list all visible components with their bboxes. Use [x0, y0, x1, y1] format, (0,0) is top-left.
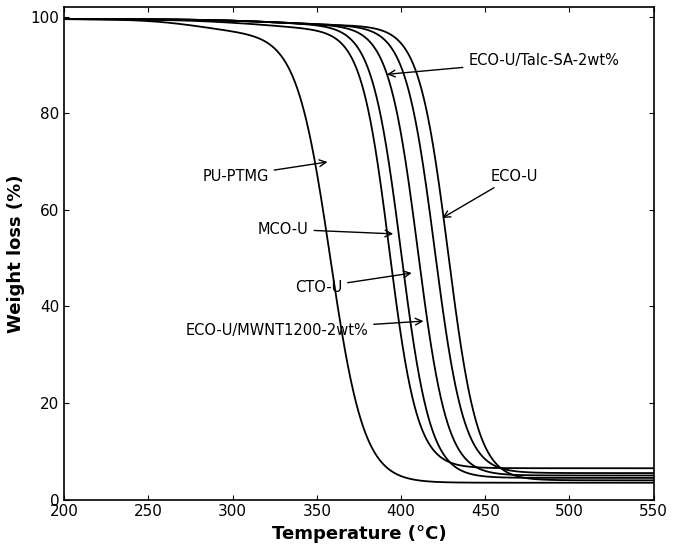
Text: ECO-U/Talc-SA-2wt%: ECO-U/Talc-SA-2wt%	[389, 53, 619, 77]
Text: CTO-U: CTO-U	[295, 271, 410, 295]
Y-axis label: Weight loss (%): Weight loss (%)	[7, 174, 25, 333]
Text: ECO-U: ECO-U	[443, 168, 538, 217]
Text: MCO-U: MCO-U	[258, 222, 392, 237]
X-axis label: Temperature (°C): Temperature (°C)	[271, 525, 446, 543]
Text: PU-PTMG: PU-PTMG	[202, 160, 326, 184]
Text: ECO-U/MWNT1200-2wt%: ECO-U/MWNT1200-2wt%	[186, 318, 422, 338]
